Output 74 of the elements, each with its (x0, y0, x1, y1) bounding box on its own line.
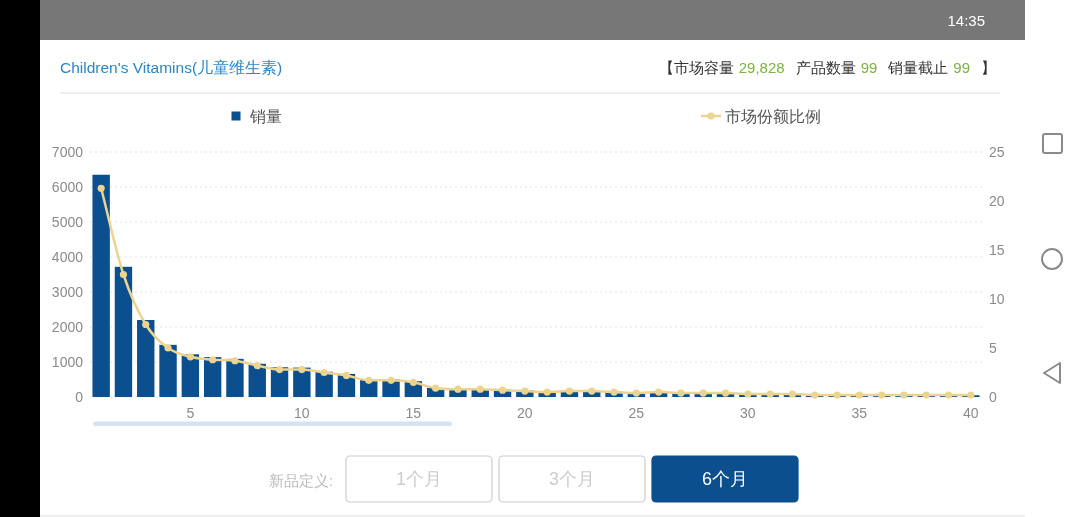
point (699, 389, 707, 397)
y-tick-label: 6000 (51, 179, 84, 195)
point (766, 390, 774, 398)
y2-tick-label: 15 (989, 242, 1005, 258)
point (521, 387, 529, 395)
point (231, 357, 239, 365)
y2-tick-label: 5 (989, 340, 997, 356)
bar (92, 174, 110, 397)
y2-tick-label: 0 (989, 389, 997, 405)
status-time: 14:35 (947, 12, 985, 29)
point (967, 391, 975, 399)
y-tick-label: 1000 (51, 354, 84, 370)
point (387, 376, 395, 384)
x-tick-label: 10 (294, 405, 310, 421)
y2-tick-label: 25 (989, 144, 1005, 160)
point (721, 389, 730, 397)
point (543, 388, 551, 396)
point (119, 270, 128, 279)
point (811, 391, 819, 399)
y-tick-label: 7000 (51, 144, 84, 160)
point (209, 356, 217, 364)
point (565, 387, 574, 395)
point (744, 390, 752, 398)
header-info: 【市场容量 29,828 产品数量 99 销量截止 99 】 (658, 59, 996, 76)
new-product-label: 新品定义: (268, 472, 333, 489)
point (944, 391, 953, 399)
bar (181, 354, 200, 397)
legend-label: 销量 (249, 108, 282, 125)
point (855, 391, 863, 399)
point (900, 391, 908, 399)
point (253, 362, 261, 370)
bar (226, 358, 244, 397)
point (164, 344, 172, 352)
x-tick-label: 30 (740, 405, 756, 421)
x-tick-label: 5 (186, 405, 195, 421)
point (298, 365, 306, 374)
point (476, 385, 484, 393)
point (142, 320, 150, 329)
point (878, 391, 886, 399)
point (275, 365, 284, 374)
point (610, 388, 618, 396)
bar (137, 320, 155, 397)
x-tick-label: 35 (851, 405, 868, 421)
point (922, 391, 930, 399)
point (454, 385, 462, 393)
bar (159, 344, 177, 397)
x-tick-label: 15 (405, 405, 422, 421)
x-tick-label: 20 (517, 405, 533, 421)
y2-tick-label: 10 (989, 291, 1005, 307)
point (186, 353, 194, 361)
point (632, 389, 640, 397)
y-tick-label: 0 (75, 389, 84, 405)
point (588, 387, 596, 395)
y-tick-label: 4000 (51, 249, 84, 265)
point (365, 376, 373, 384)
bar (114, 266, 133, 397)
title: Children's Vitamins(儿童维生素) (60, 59, 283, 76)
y-tick-label: 5000 (51, 214, 84, 230)
x-tick-label: 40 (963, 405, 979, 421)
point (97, 184, 105, 192)
x-tick-label: 25 (628, 405, 645, 421)
point (342, 371, 351, 380)
y-tick-label: 3000 (51, 284, 84, 300)
point (677, 389, 685, 397)
legend-label: 市场份额比例 (725, 108, 821, 125)
point (409, 378, 417, 386)
y-tick-label: 2000 (51, 319, 84, 335)
point (655, 388, 663, 396)
point (833, 391, 841, 399)
bar (315, 371, 333, 397)
point (498, 386, 507, 394)
point (320, 368, 328, 377)
point (788, 390, 797, 398)
y2-tick-label: 20 (989, 193, 1005, 209)
